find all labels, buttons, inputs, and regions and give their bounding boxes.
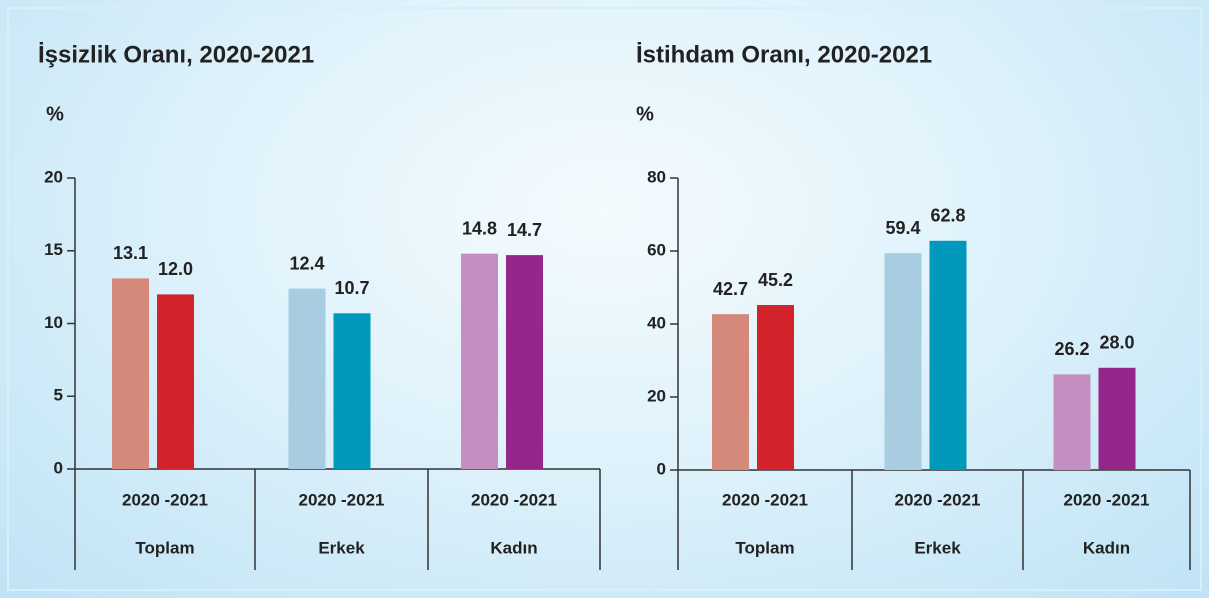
value-label: 13.1 (113, 243, 148, 263)
bar (757, 305, 794, 470)
y-tick-label: 80 (647, 167, 666, 186)
x-tick-label: Toplam (135, 538, 194, 557)
value-label: 26.2 (1054, 339, 1089, 359)
bar (1098, 367, 1136, 470)
group-label: 2020 -2021 (894, 490, 980, 509)
value-label: 42.7 (713, 279, 748, 299)
y-tick-label: 0 (54, 458, 63, 477)
y-tick-label: 40 (647, 313, 666, 332)
x-tick-label: Kadın (490, 538, 537, 557)
value-label: 10.7 (334, 278, 369, 298)
y-tick-label: 10 (44, 313, 63, 332)
value-label: 14.7 (507, 220, 542, 240)
value-label: 62.8 (930, 206, 965, 226)
chart-title: İstihdam Oranı, 2020-2021 (636, 41, 932, 68)
bar (506, 255, 543, 469)
group-label: 2020 -2021 (1063, 490, 1149, 509)
value-label: 12.4 (289, 253, 324, 273)
y-tick-label: 20 (44, 167, 63, 186)
bar (1053, 374, 1091, 470)
bar (929, 240, 967, 470)
chart-title: İşsizlik Oranı, 2020-2021 (38, 41, 314, 68)
bar (157, 294, 194, 469)
value-label: 28.0 (1099, 333, 1134, 353)
bar (333, 313, 371, 469)
value-label: 14.8 (462, 218, 497, 238)
group-label: 2020 -2021 (722, 490, 808, 509)
bar (712, 314, 749, 470)
value-label: 12.0 (158, 259, 193, 279)
x-tick-label: Erkek (914, 538, 961, 557)
y-axis-label: % (636, 103, 654, 125)
value-label: 45.2 (758, 270, 793, 290)
bar (112, 278, 149, 469)
y-tick-label: 15 (44, 240, 63, 259)
group-label: 2020 -2021 (122, 490, 208, 509)
bar (884, 253, 922, 470)
y-tick-label: 0 (657, 459, 666, 478)
group-label: 2020 -2021 (298, 490, 384, 509)
frame (7, 7, 1202, 591)
value-label: 59.4 (885, 218, 920, 238)
group-label: 2020 -2021 (471, 490, 557, 509)
y-axis-label: % (46, 103, 64, 125)
y-tick-label: 60 (647, 240, 666, 259)
bar (288, 288, 326, 469)
x-tick-label: Kadın (1083, 538, 1130, 557)
x-tick-label: Erkek (318, 538, 365, 557)
y-tick-label: 20 (647, 386, 666, 405)
x-tick-label: Toplam (735, 538, 794, 557)
bar (461, 253, 498, 469)
y-tick-label: 5 (54, 386, 63, 405)
